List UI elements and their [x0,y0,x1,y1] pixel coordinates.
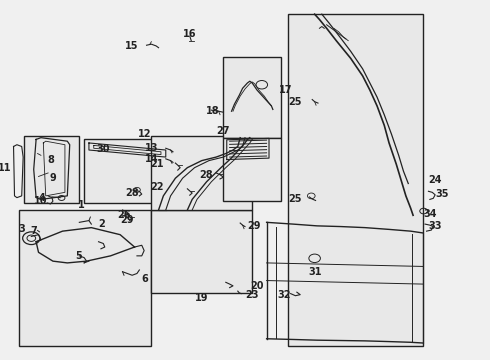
Text: 30: 30 [96,144,110,154]
Text: 3: 3 [19,224,25,234]
Text: 9: 9 [49,173,56,183]
Text: 13: 13 [145,143,159,153]
Text: 33: 33 [428,221,442,231]
Text: 35: 35 [436,189,449,199]
Text: 8: 8 [47,154,54,165]
Text: 14: 14 [145,154,159,164]
Text: 28: 28 [125,188,138,198]
Bar [151,136,252,210]
Text: 27: 27 [217,126,230,136]
Text: 21: 21 [150,159,163,169]
Text: 22: 22 [150,182,163,192]
Text: 18: 18 [206,106,220,116]
Bar [151,210,252,293]
Text: 23: 23 [245,290,259,300]
Text: 15: 15 [125,41,138,51]
Text: 11: 11 [0,163,11,173]
Text: 2: 2 [98,219,105,229]
Text: 10: 10 [34,196,47,206]
Text: 4: 4 [39,193,46,203]
Text: 19: 19 [195,293,209,303]
Text: 6: 6 [142,274,148,284]
Text: 25: 25 [289,194,302,204]
Bar [84,139,171,203]
Bar [24,136,79,203]
Text: 24: 24 [428,175,442,185]
Text: 1: 1 [78,200,85,210]
Text: 20: 20 [250,281,263,291]
Bar [223,138,281,201]
Bar [223,57,281,138]
Text: 31: 31 [308,267,321,277]
Text: 29: 29 [121,215,134,225]
Text: 5: 5 [75,251,82,261]
Text: 32: 32 [277,290,291,300]
Bar [19,210,151,346]
Text: 7: 7 [31,226,38,236]
Text: 26: 26 [117,210,131,220]
Text: 29: 29 [247,221,261,231]
Text: 28: 28 [200,170,213,180]
Bar [288,14,423,346]
Text: 34: 34 [424,208,437,219]
Text: 12: 12 [138,129,151,139]
Text: 25: 25 [289,98,302,107]
Text: 16: 16 [183,29,196,39]
Text: 17: 17 [279,85,292,95]
